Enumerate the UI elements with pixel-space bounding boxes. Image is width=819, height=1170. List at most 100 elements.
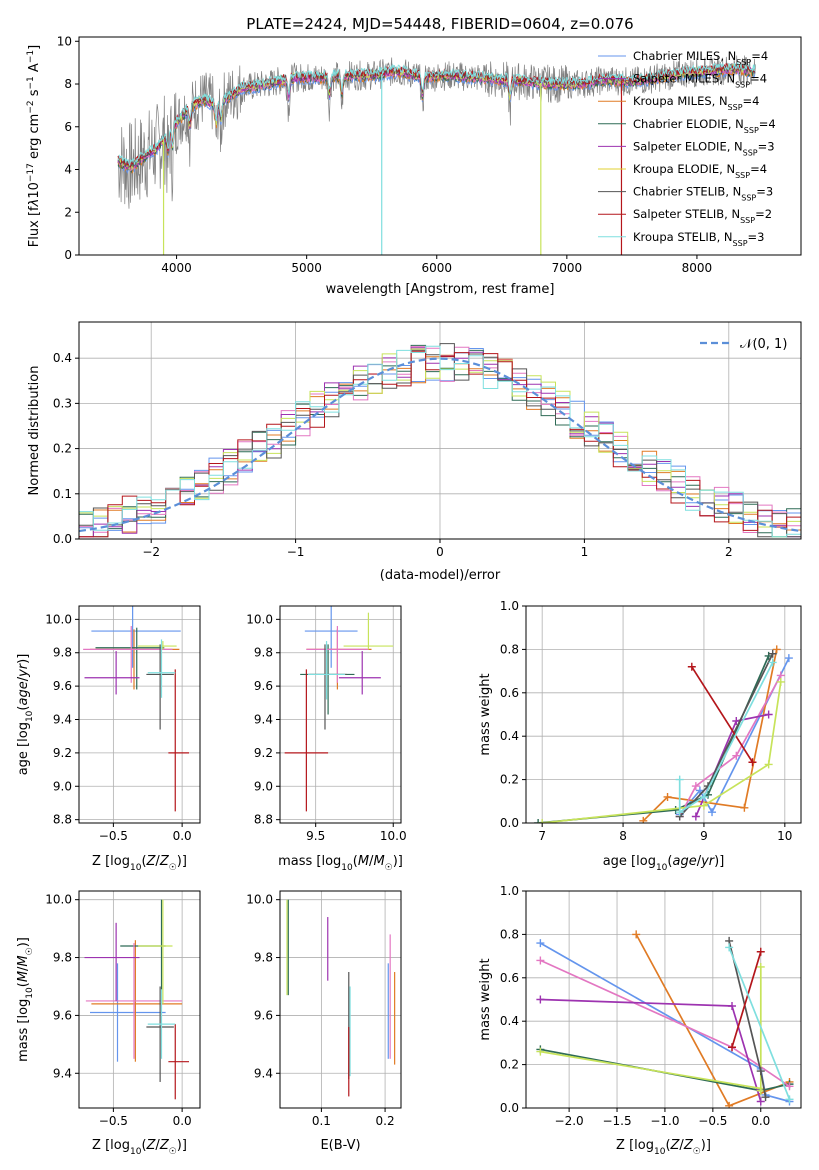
grid xyxy=(526,890,801,1109)
axes-frame: −2.0 −1.5 −1.0 −0.5 0.0 0.0 0.2 0.4 0.6 0.8 1.0 Z [… xyxy=(478,884,802,1157)
y-tick-label: 8.8 xyxy=(53,813,72,827)
x-tick-label: −1.5 xyxy=(602,1114,631,1128)
x-tick-label: 7000 xyxy=(552,261,583,275)
x-tick-label: −0.5 xyxy=(99,1114,128,1128)
x-tick-label: 4000 xyxy=(161,261,192,275)
x-tick-label: 9.5 xyxy=(306,829,325,843)
plot-area xyxy=(83,606,189,812)
x-tick-label: −2.0 xyxy=(555,1114,584,1128)
spectrum-title: PLATE=2424, MJD=54448, FIBERID=0604, z=0… xyxy=(246,15,633,33)
plus-marker xyxy=(675,775,684,784)
errorbar-point-8 xyxy=(307,641,346,700)
y-tick-label: 0.4 xyxy=(500,729,519,743)
y-tick-label: 0.2 xyxy=(53,442,72,456)
age-vs-mass-panel: 9.5 10.0 8.8 9.0 9.2 9.4 9.6 9.8 10.0 mass [log10… xyxy=(246,605,407,873)
plus-marker xyxy=(756,947,765,956)
plus-marker xyxy=(756,1067,765,1076)
errorbar-point-7 xyxy=(284,669,329,812)
grid xyxy=(280,606,401,823)
x-tick-label: −2 xyxy=(142,545,160,559)
legend-entry-label: Salpeter STELIB, NSSP=2 xyxy=(633,207,772,225)
legend-entry-label: Chabrier ELODIE, NSSP=4 xyxy=(633,117,776,135)
axes-border xyxy=(78,890,201,1109)
p6-xlabel: Z [log10(Z/Z☉)] xyxy=(92,1138,187,1157)
axes-frame: 7 8 9 10 0.0 0.2 0.4 0.6 0.8 1.0 age [log10(age/yr… xyxy=(478,599,802,873)
mass-weight-line-7 xyxy=(691,666,754,763)
massweight-vs-metallicity-panel: −2.0 −1.5 −1.0 −0.5 0.0 0.0 0.2 0.4 0.6 0.8 1.0 Z [… xyxy=(478,884,802,1157)
y-tick-label: 9.8 xyxy=(53,951,72,965)
x-tick-label: 10.0 xyxy=(380,829,407,843)
y-tick-label: 9.8 xyxy=(254,646,273,660)
plus-marker xyxy=(768,649,777,658)
plot-area xyxy=(79,343,801,539)
spectrum-legend: Chabrier MILES, NSSP=4 Salpeter MILES, NS… xyxy=(598,49,776,247)
y-tick-label: 9.8 xyxy=(53,646,72,660)
p3-xlabel: Z [log10(Z/Z☉)] xyxy=(92,854,187,873)
y-tick-label: 2 xyxy=(64,205,72,219)
plus-marker xyxy=(740,803,749,812)
legend-entry-label: Chabrier STELIB, NSSP=3 xyxy=(633,185,773,203)
p5-ylabel: mass weight xyxy=(478,673,493,755)
x-tick-label: 8000 xyxy=(682,261,713,275)
y-tick-label: 0.4 xyxy=(500,1014,519,1028)
spectrum-xlabel: wavelength [Angstrom, rest frame] xyxy=(326,282,555,297)
plus-marker xyxy=(687,662,696,671)
axes-frame: −0.5 0.0 9.4 9.6 9.8 10.0 Z [log10(Z/Z☉)] mass … xyxy=(16,890,201,1157)
plus-marker xyxy=(695,786,704,795)
y-tick-label: 0.4 xyxy=(53,351,72,365)
plus-marker xyxy=(536,1047,545,1056)
plus-marker xyxy=(784,654,793,663)
errorbar-point-0 xyxy=(91,606,181,668)
residual-histogram-panel: −2 −1 0 1 2 0.0 0.1 0.2 0.3 0.4 𝒩(0, 1) (data-model… xyxy=(27,321,802,583)
grid xyxy=(79,606,200,823)
x-tick-label: 0.0 xyxy=(173,829,192,843)
plus-marker xyxy=(785,1095,794,1104)
plus-marker xyxy=(536,939,545,948)
axes-frame: 9.5 10.0 8.8 9.0 9.2 9.4 9.6 9.8 10.0 mass [log10… xyxy=(246,605,407,873)
p8-ylabel: mass weight xyxy=(478,958,493,1040)
legend-entry-label: Kroupa STELIB, NSSP=3 xyxy=(633,230,764,248)
errorbar-point-8 xyxy=(147,639,176,698)
y-tick-label: 10.0 xyxy=(246,612,273,626)
mass-weight-line-8 xyxy=(678,662,774,814)
plus-marker xyxy=(699,792,708,801)
plus-marker xyxy=(764,760,773,769)
plus-marker xyxy=(536,956,545,965)
grid xyxy=(280,891,401,1108)
plus-marker xyxy=(675,808,684,817)
plus-marker xyxy=(732,751,741,760)
age-vs-metallicity-panel: −0.5 0.0 8.8 9.0 9.2 9.4 9.6 9.8 10.0 Z [log10(Z/… xyxy=(16,605,201,873)
y-tick-label: 0.2 xyxy=(500,773,519,787)
errorbar-point-5 xyxy=(343,612,394,650)
y-tick-label: 0.0 xyxy=(53,532,72,546)
errorbar-point-3 xyxy=(83,626,173,683)
plus-marker xyxy=(725,943,734,952)
axes-border xyxy=(78,36,802,256)
errorbar-point-2 xyxy=(95,627,165,690)
legend-entry-label: Salpeter ELODIE, NSSP=3 xyxy=(633,139,775,157)
y-tick-label: 9.6 xyxy=(254,679,273,693)
x-tick-label: 7 xyxy=(538,829,546,843)
y-tick-label: 9.6 xyxy=(254,1008,273,1022)
plus-marker xyxy=(699,801,708,810)
hist-ylabel: Normed distribution xyxy=(27,366,42,496)
x-tick-label: 0.1 xyxy=(312,1114,331,1128)
y-tick-label: 9.4 xyxy=(254,1066,273,1080)
plot-area xyxy=(284,606,394,812)
y-tick-label: 10.0 xyxy=(45,893,72,907)
plus-marker xyxy=(756,962,765,971)
plus-marker xyxy=(538,819,547,823)
y-tick-label: 9.4 xyxy=(53,1066,72,1080)
axes-border xyxy=(279,605,402,824)
y-tick-label: 9.2 xyxy=(254,746,273,760)
plus-marker xyxy=(768,658,777,667)
model-spectrum-8 xyxy=(117,62,756,167)
axes-border xyxy=(525,605,802,824)
y-tick-label: 9.0 xyxy=(53,779,72,793)
errorbar-point-5 xyxy=(138,899,173,1004)
y-tick-label: 9.8 xyxy=(254,951,273,965)
mass-weight-line-5 xyxy=(542,681,782,823)
y-tick-label: 4 xyxy=(64,163,72,177)
errorbar-point-7 xyxy=(168,1024,189,1100)
axes-frame: −0.5 0.0 8.8 9.0 9.2 9.4 9.6 9.8 10.0 Z [log10(Z/… xyxy=(16,605,201,873)
